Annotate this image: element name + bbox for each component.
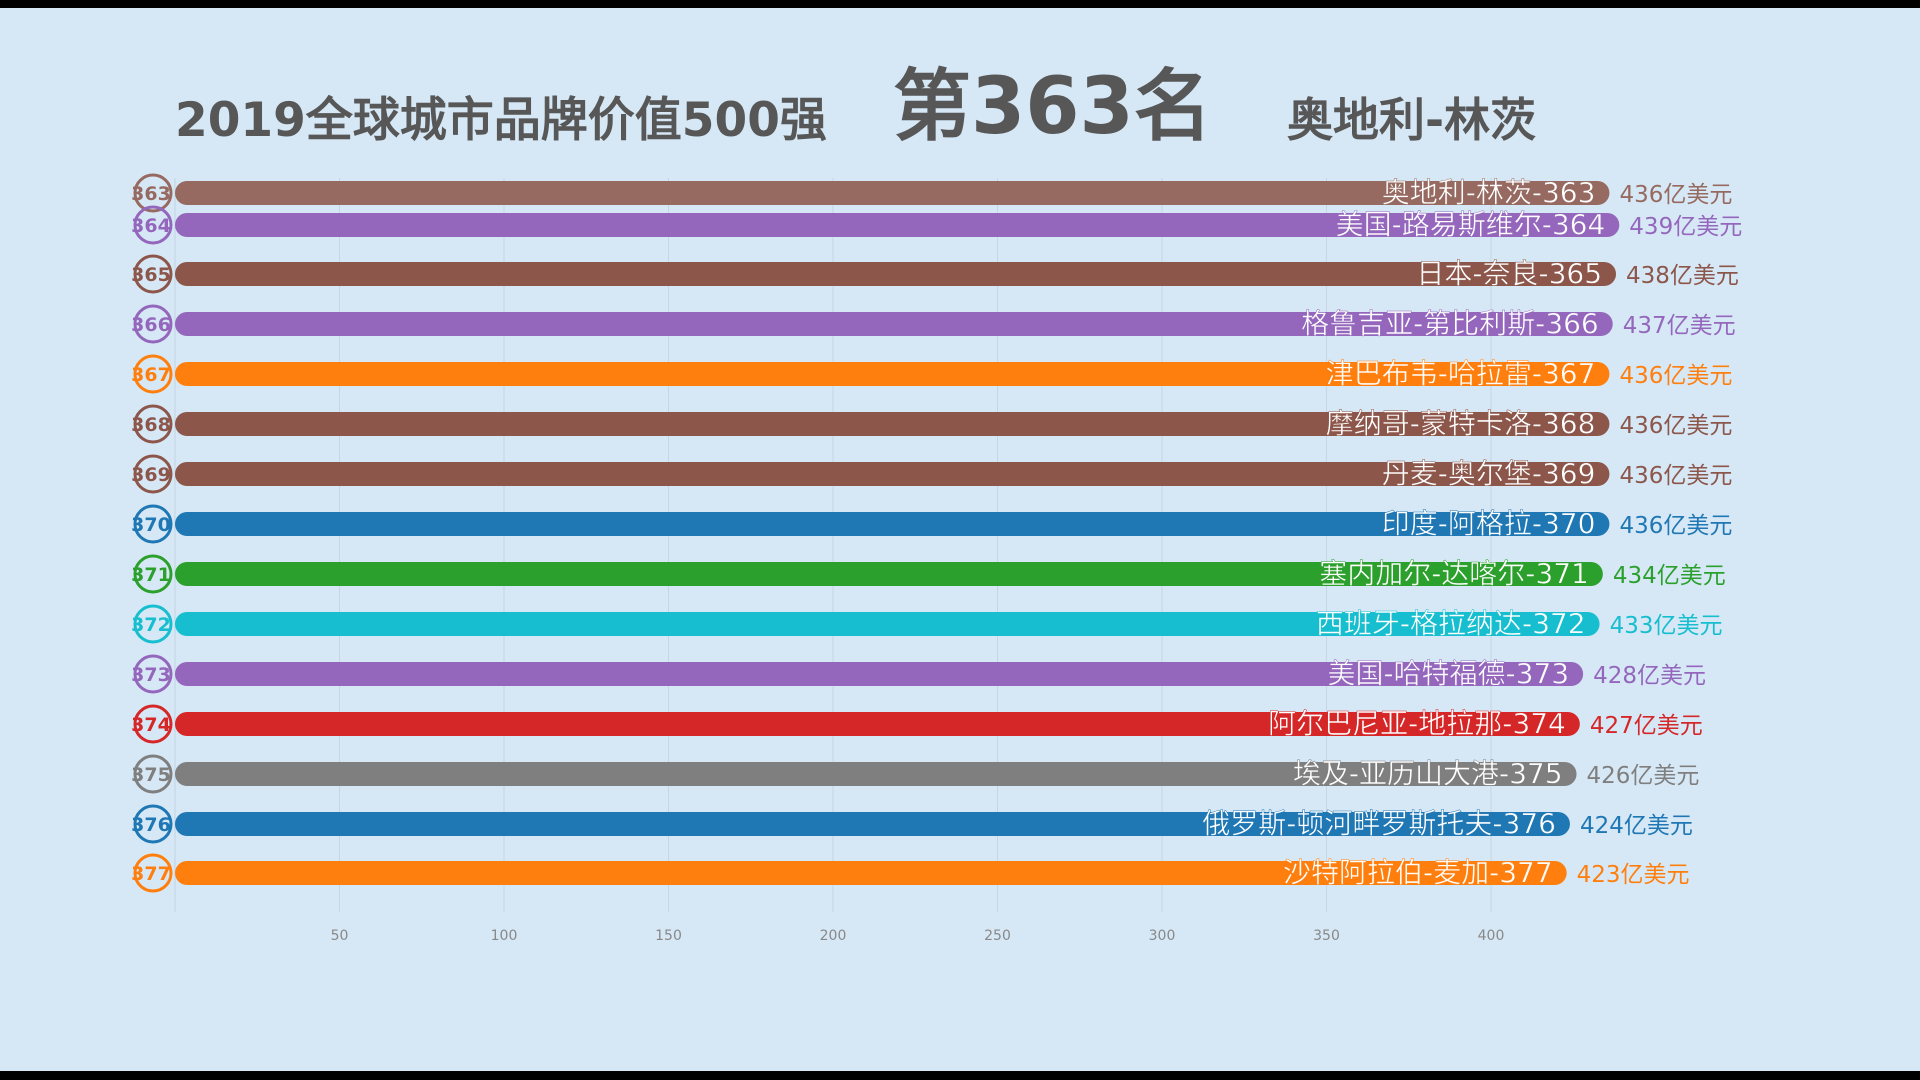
bar	[175, 262, 1617, 286]
value-label: 427亿美元	[1590, 713, 1703, 739]
rank-label: 373	[131, 664, 171, 686]
rank-label: 372	[131, 614, 171, 636]
rank-label: 368	[131, 414, 171, 436]
x-tick-label: 150	[655, 928, 682, 944]
value-label: 434亿美元	[1613, 563, 1726, 589]
bar-label: 印度-阿格拉-370	[1382, 507, 1596, 540]
x-tick-label: 50	[331, 928, 349, 944]
rank-label: 367	[131, 364, 171, 386]
title-main: 2019全球城市品牌价值500强	[175, 93, 827, 148]
x-tick-label: 200	[820, 928, 847, 944]
rank-label: 363	[131, 183, 171, 205]
x-tick-label: 100	[491, 928, 518, 944]
x-tick-label: 300	[1149, 928, 1176, 944]
rank-circle	[133, 654, 173, 694]
bar	[175, 762, 1577, 786]
rank-label: 370	[131, 514, 171, 536]
bar-label: 日本-奈良-365	[1416, 257, 1602, 290]
rank-circle	[133, 804, 173, 844]
rank-circle	[133, 504, 173, 544]
rank-circle	[133, 173, 173, 213]
bar	[175, 712, 1580, 736]
rank-label: 377	[131, 863, 171, 885]
x-tick-label: 400	[1478, 928, 1505, 944]
rank-circle	[133, 704, 173, 744]
rank-circle	[133, 554, 173, 594]
rank-label: 369	[131, 464, 171, 486]
bar	[175, 612, 1600, 636]
bar-label: 津巴布韦-哈拉雷-367	[1326, 357, 1596, 390]
rank-circle	[133, 754, 173, 794]
bar	[175, 412, 1610, 436]
value-label: 426亿美元	[1587, 763, 1700, 789]
value-label: 433亿美元	[1610, 613, 1723, 639]
rank-label: 374	[131, 714, 171, 736]
value-label: 423亿美元	[1577, 862, 1690, 888]
bar	[175, 181, 1610, 205]
value-label: 436亿美元	[1619, 413, 1732, 439]
rank-circle	[133, 354, 173, 394]
value-label: 436亿美元	[1619, 513, 1732, 539]
bar	[175, 662, 1584, 686]
title-city: 奥地利-林茨	[1287, 93, 1537, 147]
bar-label: 埃及-亚历山大港-375	[1293, 757, 1563, 790]
x-tick-label: 250	[984, 928, 1011, 944]
rank-circle	[133, 304, 173, 344]
rank-circle	[133, 205, 173, 245]
bar-label: 奥地利-林茨-363	[1382, 176, 1596, 209]
bar	[175, 812, 1570, 836]
value-label: 436亿美元	[1619, 182, 1732, 208]
bar-label: 丹麦-奥尔堡-369	[1382, 457, 1596, 490]
bar	[175, 861, 1567, 885]
bar-label: 摩纳哥-蒙特卡洛-368	[1326, 407, 1596, 440]
bar-label: 美国-路易斯维尔-364	[1336, 208, 1606, 241]
value-label: 428亿美元	[1593, 663, 1706, 689]
rank-circle	[133, 604, 173, 644]
x-tick-label: 350	[1313, 928, 1340, 944]
value-label: 438亿美元	[1626, 263, 1739, 289]
rank-label: 376	[131, 814, 171, 836]
bar-label: 美国-哈特福德-373	[1327, 657, 1569, 690]
rank-circle	[133, 454, 173, 494]
value-label: 437亿美元	[1623, 313, 1736, 339]
rank-circle	[133, 404, 173, 444]
value-label: 424亿美元	[1580, 813, 1693, 839]
bar	[175, 362, 1610, 386]
rank-label: 364	[131, 215, 171, 237]
bar	[175, 312, 1613, 336]
value-label: 436亿美元	[1619, 363, 1732, 389]
rank-label: 365	[131, 264, 171, 286]
bar-label: 塞内加尔-达喀尔-371	[1319, 557, 1589, 590]
title-rank: 第363名	[893, 62, 1212, 152]
rank-circle	[133, 254, 173, 294]
rank-label: 366	[131, 314, 171, 336]
bar	[175, 213, 1620, 237]
bar-label: 沙特阿拉伯-麦加-377	[1283, 856, 1553, 889]
rank-label: 371	[131, 564, 171, 586]
value-label: 436亿美元	[1619, 463, 1732, 489]
rank-circle	[133, 853, 173, 893]
bar-label: 西班牙-格拉纳达-372	[1316, 607, 1586, 640]
bar	[175, 462, 1610, 486]
bar-label: 俄罗斯-顿河畔罗斯托夫-376	[1202, 807, 1556, 840]
bar-label: 格鲁吉亚-第比利斯-366	[1301, 307, 1599, 340]
bar	[175, 512, 1610, 536]
bar-label: 阿尔巴尼亚-地拉那-374	[1268, 707, 1566, 740]
bar	[175, 562, 1603, 586]
rank-label: 375	[131, 764, 171, 786]
value-label: 439亿美元	[1629, 214, 1742, 240]
